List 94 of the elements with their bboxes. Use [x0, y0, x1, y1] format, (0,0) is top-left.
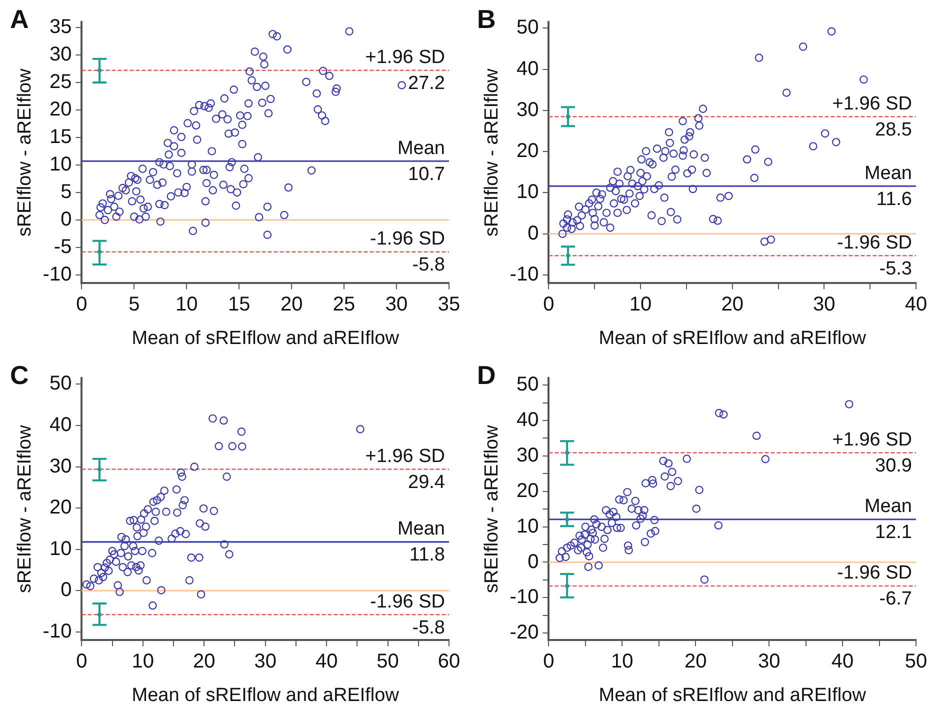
x-axis-title: Mean of sREIflow and aREIflow [598, 684, 866, 706]
x-tick-label: 10 [176, 294, 198, 316]
annotation: -6.7 [879, 588, 912, 610]
y-tick-label: 20 [516, 480, 539, 502]
y-tick-label: 35 [49, 16, 72, 38]
y-tick-label: 10 [516, 181, 539, 204]
x-tick-label: 35 [438, 294, 460, 316]
annotation: 27.2 [408, 73, 445, 94]
y-tick-label: -10 [510, 586, 539, 608]
ref-line-label: +1.96 SD [832, 93, 912, 114]
y-tick-label: 30 [516, 444, 539, 466]
x-tick-label: 40 [904, 294, 928, 316]
y-axis-title: sREIflow - aREIflow [14, 424, 36, 594]
ref-line-label: Mean [397, 518, 445, 540]
y-tick-label: 10 [516, 515, 539, 538]
y-tick-label: -20 [510, 622, 539, 644]
x-axis-title: Mean of sREIflow and aREIflow [132, 328, 400, 349]
x-tick-label: 15 [228, 294, 250, 316]
y-tick-label: 20 [516, 140, 539, 162]
annotation: 28.5 [875, 119, 912, 140]
y-tick-label: 10 [49, 538, 72, 560]
y-tick-label: 0 [528, 550, 539, 573]
y-tick-label: -10 [42, 263, 72, 286]
x-axis-title: Mean of sREIflow and aREIflow [598, 328, 866, 349]
annotation: 12.1 [875, 522, 912, 544]
x-tick-label: 25 [332, 294, 356, 316]
y-tick-label: 20 [49, 496, 72, 519]
chart-title: A [10, 4, 29, 34]
x-tick-label: 5 [128, 294, 140, 316]
x-tick-label: 20 [684, 650, 707, 673]
x-tick-label: 0 [76, 294, 88, 316]
y-tick-label: 40 [516, 58, 539, 80]
annotation: 30.9 [875, 455, 912, 476]
x-tick-label: 20 [721, 294, 744, 316]
x-tick-label: 60 [438, 650, 460, 673]
annotation: 11.8 [409, 544, 445, 566]
annotation: 11.6 [876, 188, 912, 210]
chart-title: C [10, 360, 29, 390]
ref-line-label: +1.96 SD [365, 446, 445, 467]
x-tick-label: 30 [385, 294, 408, 316]
x-tick-label: 0 [543, 294, 554, 316]
y-tick-label: -10 [510, 263, 539, 286]
ref-line-label: +1.96 SD [832, 429, 912, 450]
annotation: -5.3 [879, 258, 912, 280]
x-tick-label: 20 [193, 650, 216, 673]
chart-title: B [477, 4, 496, 34]
ref-line-label: -1.96 SD [837, 562, 912, 584]
y-tick-label: 30 [516, 98, 539, 121]
y-tick-label: 50 [516, 16, 539, 39]
x-tick-label: 40 [831, 650, 854, 673]
x-tick-label: 40 [315, 650, 338, 673]
annotation: -5.8 [412, 617, 445, 638]
ref-line-label: Mean [864, 162, 912, 184]
y-tick-label: 30 [49, 44, 72, 66]
x-tick-label: 10 [629, 294, 652, 316]
y-tick-label: 50 [516, 374, 539, 396]
ref-line-label: Mean [397, 138, 445, 159]
x-tick-label: 0 [543, 650, 554, 673]
ref-line-label: -1.96 SD [837, 232, 912, 254]
annotation: 10.7 [408, 164, 445, 185]
annotation: 29.4 [408, 472, 446, 493]
x-tick-label: 0 [76, 650, 88, 673]
y-tick-label: 0 [60, 208, 72, 230]
y-tick-label: 15 [49, 126, 72, 148]
y-axis-title: sREIflow - aREIflow [482, 424, 503, 594]
chart-title: D [477, 360, 496, 390]
ref-line-label: Mean [864, 496, 912, 518]
y-tick-label: 40 [516, 409, 539, 432]
y-axis-title: sREIflow - aREIflow [482, 68, 503, 237]
y-tick-label: 0 [528, 222, 539, 244]
annotation: -5.8 [412, 254, 445, 276]
x-tick-label: 20 [280, 294, 303, 316]
x-tick-label: 30 [813, 294, 836, 316]
x-tick-label: 10 [611, 650, 634, 673]
ref-line-label: -1.96 SD [370, 591, 445, 612]
y-tick-label: 40 [49, 414, 72, 436]
y-tick-label: 0 [60, 579, 72, 602]
x-tick-label: 50 [904, 650, 928, 673]
y-tick-label: -5 [54, 236, 72, 258]
y-tick-label: -10 [42, 620, 72, 642]
ref-line-label: +1.96 SD [365, 47, 445, 68]
x-axis-title: Mean of sREIflow and aREIflow [132, 684, 400, 706]
y-tick-label: 10 [49, 153, 72, 176]
y-tick-label: 30 [49, 455, 72, 478]
ref-line-label: -1.96 SD [370, 228, 445, 250]
y-axis-title: sREIflow - aREIflow [14, 68, 36, 237]
y-tick-label: 5 [60, 180, 72, 203]
x-tick-label: 30 [254, 650, 276, 673]
y-tick-label: 50 [49, 372, 72, 395]
x-tick-label: 50 [376, 650, 399, 673]
y-tick-label: 25 [49, 71, 72, 94]
x-tick-label: 10 [132, 650, 154, 673]
y-tick-label: 20 [49, 98, 72, 120]
x-tick-label: 30 [758, 650, 780, 673]
